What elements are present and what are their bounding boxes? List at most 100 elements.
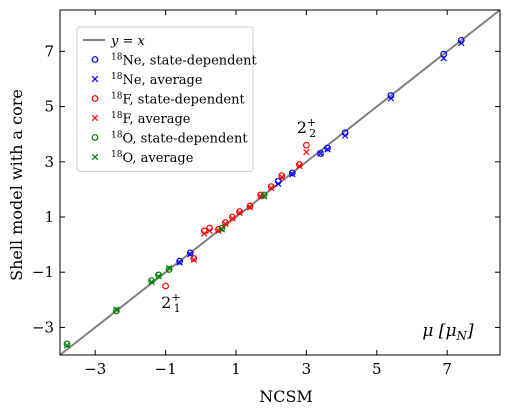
data-point-1-9-stroke-b bbox=[458, 39, 465, 47]
series-3 bbox=[190, 148, 310, 264]
legend-swatch-3 bbox=[91, 95, 99, 102]
y-tick-label-5: 7 bbox=[44, 42, 54, 60]
legend-item-5: 18O, state-dependent bbox=[91, 131, 248, 147]
data-point-3-7 bbox=[246, 204, 254, 211]
x-tick-label-4: 5 bbox=[372, 360, 382, 378]
data-point-1-9 bbox=[458, 39, 465, 47]
data-point-5-6-stroke-b bbox=[260, 193, 268, 200]
data-point-3-0-stroke-b bbox=[190, 256, 197, 264]
data-point-5-4 bbox=[165, 264, 173, 272]
data-point-1-5-stroke-b bbox=[324, 146, 331, 153]
data-point-5-5 bbox=[218, 226, 226, 233]
data-point-5-2-stroke-b bbox=[148, 278, 155, 286]
data-point-1-8-stroke-b bbox=[440, 55, 447, 62]
series-4 bbox=[63, 191, 268, 348]
legend: y = x 18Ne, state-dependent 18Ne, average 1… bbox=[76, 26, 258, 172]
unit-label: μ [μN] bbox=[422, 321, 474, 343]
annotations: 2+ 2 2+ 1 bbox=[161, 116, 316, 315]
legend-label-0: y = x bbox=[110, 34, 146, 49]
data-point-5-3 bbox=[155, 273, 162, 280]
data-point-3-12 bbox=[303, 148, 310, 156]
data-point-3-9 bbox=[267, 184, 275, 192]
data-point-3-11-stroke-b bbox=[296, 162, 303, 170]
x-axis-label: NCSM bbox=[259, 387, 313, 406]
data-marks bbox=[63, 36, 465, 349]
data-point-3-10 bbox=[278, 173, 285, 181]
legend-label-5: 18O, state-dependent bbox=[111, 131, 248, 147]
legend-swatch-6-stroke-b bbox=[91, 153, 99, 161]
data-point-3-12-stroke-b bbox=[303, 148, 310, 156]
data-point-0-1 bbox=[186, 249, 194, 257]
data-point-2-0 bbox=[162, 282, 170, 290]
data-point-3-3 bbox=[215, 227, 222, 235]
x-tick-label-2: 1 bbox=[231, 360, 241, 378]
legend-swatch-2 bbox=[91, 75, 99, 83]
data-point-0-3 bbox=[288, 169, 296, 177]
annotation-0: 2+ 2 bbox=[297, 116, 316, 140]
data-point-3-6 bbox=[236, 209, 243, 217]
legend-item-0: y = x bbox=[83, 34, 146, 49]
data-point-1-2-stroke-b bbox=[275, 180, 282, 188]
y-tick-label-1: −1 bbox=[32, 263, 54, 281]
y-axis-label: Shell model with a core bbox=[7, 89, 26, 281]
data-point-3-11 bbox=[296, 162, 303, 170]
legend-label-4: 18F, average bbox=[111, 111, 191, 127]
data-point-2-8 bbox=[246, 202, 254, 210]
data-point-3-2 bbox=[206, 227, 213, 235]
data-point-1-7 bbox=[387, 95, 395, 102]
data-point-3-5 bbox=[229, 215, 236, 222]
data-point-3-10-stroke-b bbox=[278, 173, 285, 181]
legend-item-6: 18O, average bbox=[91, 150, 194, 166]
legend-swatch-2-stroke-b bbox=[91, 75, 99, 83]
data-point-5-0-stroke-b bbox=[63, 342, 71, 349]
legend-frame bbox=[76, 26, 254, 172]
legend-item-1: 18Ne, state-dependent bbox=[91, 53, 258, 69]
data-point-5-2 bbox=[148, 278, 155, 286]
data-point-3-0 bbox=[190, 256, 197, 264]
data-point-1-5 bbox=[324, 146, 331, 153]
data-point-1-2 bbox=[275, 180, 282, 188]
data-point-4-0 bbox=[63, 340, 71, 348]
data-point-4-1 bbox=[112, 307, 120, 315]
data-point-1-4 bbox=[317, 150, 324, 157]
data-point-3-1-stroke-b bbox=[201, 230, 208, 237]
data-point-3-3-stroke-b bbox=[215, 227, 222, 235]
legend-item-4: 18F, average bbox=[91, 111, 191, 127]
data-point-3-9-stroke-b bbox=[267, 184, 275, 192]
series-1 bbox=[176, 39, 465, 266]
data-point-1-6 bbox=[341, 132, 349, 139]
data-point-1-1-stroke-b bbox=[187, 251, 194, 258]
y-tick-label-4: 5 bbox=[44, 98, 54, 116]
legend-label-6: 18O, average bbox=[111, 150, 194, 166]
data-point-5-4-stroke-b bbox=[165, 264, 173, 272]
data-point-1-3 bbox=[289, 170, 296, 178]
data-point-3-2-stroke-b bbox=[206, 227, 213, 235]
data-point-4-4 bbox=[165, 266, 173, 273]
data-point-2-10 bbox=[267, 183, 275, 191]
legend-swatch-4 bbox=[91, 114, 99, 122]
data-point-0-5 bbox=[324, 144, 331, 152]
data-point-3-5-stroke-b bbox=[229, 215, 236, 222]
data-point-2-1 bbox=[190, 254, 198, 262]
unit-label-group: μ [μN] bbox=[422, 321, 474, 343]
x-tick-label-3: 3 bbox=[302, 360, 312, 378]
data-point-2-5 bbox=[222, 219, 229, 226]
data-point-3-6-stroke-b bbox=[236, 209, 243, 217]
data-point-2-11 bbox=[278, 172, 286, 180]
data-point-4-3 bbox=[155, 271, 162, 279]
legend-item-3: 18F, state-dependent bbox=[91, 92, 245, 108]
data-point-1-7-stroke-b bbox=[387, 95, 395, 102]
x-tick-label-0: −3 bbox=[84, 360, 106, 378]
data-point-1-0-stroke-b bbox=[176, 259, 183, 266]
data-point-1-3-stroke-b bbox=[289, 170, 296, 178]
series-5 bbox=[63, 193, 268, 349]
plot-frame bbox=[59, 9, 501, 356]
data-point-4-6 bbox=[260, 191, 268, 199]
legend-label-3: 18F, state-dependent bbox=[111, 92, 245, 108]
data-point-2-7 bbox=[236, 208, 243, 215]
annotation-1: 2+ 1 bbox=[161, 291, 180, 315]
axes bbox=[59, 9, 501, 356]
legend-label-2: 18Ne, average bbox=[111, 72, 203, 88]
data-point-2-6 bbox=[229, 213, 236, 221]
